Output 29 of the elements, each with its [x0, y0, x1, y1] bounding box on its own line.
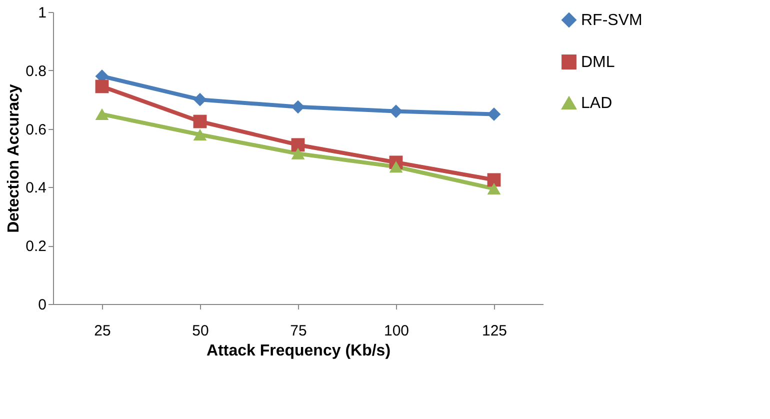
- x-tick-label: 50: [192, 322, 209, 340]
- point: [389, 160, 403, 173]
- point: [487, 182, 501, 194]
- point: [487, 173, 501, 187]
- point: [291, 148, 305, 160]
- point: [193, 128, 207, 140]
- x-tick-label: 125: [482, 322, 508, 340]
- y-tick-label: 0.4: [26, 180, 46, 197]
- point: [95, 80, 109, 94]
- y-tick-label: 0.6: [26, 121, 46, 138]
- point: [389, 104, 403, 118]
- y-tick-label: 0.8: [26, 62, 46, 80]
- point: [193, 114, 207, 128]
- point: [291, 100, 305, 114]
- x-tick-label: 100: [384, 322, 410, 340]
- x-tick-label: 75: [290, 322, 307, 340]
- legend-label: RF-SVM: [581, 12, 642, 29]
- point: [291, 138, 305, 152]
- y-tick-label: 0.2: [26, 238, 46, 256]
- y-tick-label: 0: [38, 296, 46, 314]
- point: [193, 92, 207, 106]
- point: [95, 108, 109, 120]
- x-tick-label: 25: [94, 322, 111, 340]
- y-tick-label: 1: [38, 4, 46, 22]
- y-axis-title: Detection Accuracy: [6, 84, 23, 233]
- legend-label: DML: [581, 54, 615, 71]
- x-axis-title: Attack Frequency (Kb/s): [206, 342, 391, 360]
- point: [487, 107, 501, 121]
- legend-label: LAD: [581, 95, 612, 112]
